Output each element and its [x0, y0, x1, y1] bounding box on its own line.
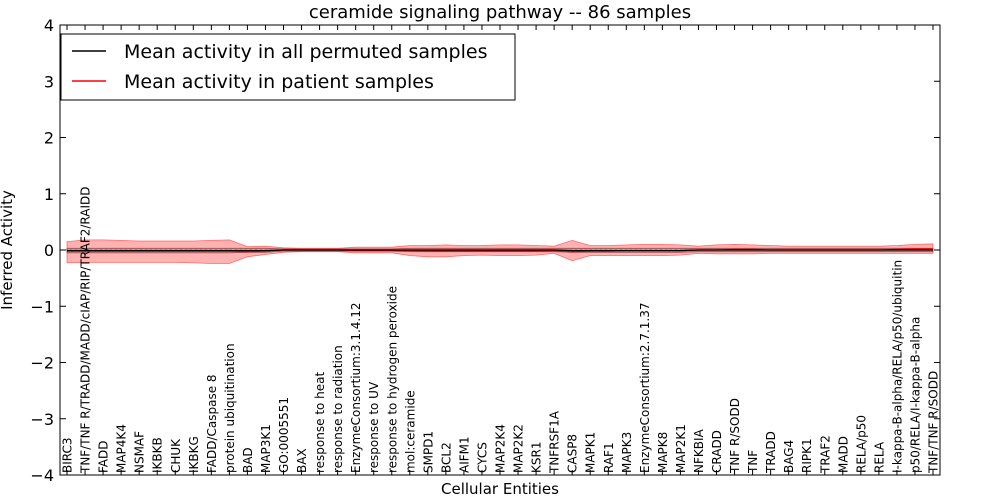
x-tick-label: RELA/p50	[854, 415, 868, 473]
x-tick-label: NFKBIA	[692, 428, 706, 473]
x-axis-label: Cellular Entities	[441, 480, 559, 498]
x-tick-label: BAX	[295, 448, 309, 473]
y-axis-label: Inferred Activity	[0, 190, 16, 310]
legend-box	[60, 33, 516, 101]
y-tick-label: −3	[30, 410, 54, 429]
x-tick-label: response to UV	[367, 381, 381, 473]
x-tick-label: mol:ceramide	[403, 390, 417, 473]
x-tick-label: MAP3K1	[259, 424, 273, 473]
y-tick-label: 2	[44, 129, 54, 148]
x-tick-label: MAP4K4	[115, 424, 129, 473]
x-tick-label: BCL2	[439, 442, 453, 473]
x-tick-label: response to hydrogen peroxide	[385, 286, 399, 473]
x-tick-label: TNFRSF1A	[548, 410, 562, 474]
x-tick-label: MAPK8	[656, 432, 670, 473]
y-tick-label: −1	[30, 297, 54, 316]
y-axis: −4 −3 −2 −1 0 1 2 3 4	[30, 16, 940, 485]
x-tick-label: GO:0005551	[277, 397, 291, 473]
legend: Mean activity in all permuted samples Me…	[60, 33, 516, 101]
x-tick-label: p50/RELA/I-kappa-B-alpha	[908, 317, 922, 473]
x-tick-label: CYCS	[475, 442, 489, 473]
x-tick-label: BIRC3	[61, 437, 75, 473]
x-tick-label: response to heat	[313, 371, 327, 473]
x-tick-label: MAPK3	[620, 432, 634, 473]
x-tick-label: FADD/Caspase 8	[205, 374, 219, 473]
x-tick-label: response to radiation	[331, 345, 345, 473]
x-tick-label: I-kappa-B-alpha/RELA/p50/ubiquitin	[890, 260, 904, 473]
y-tick-label: −2	[30, 354, 54, 373]
x-tick-label: MAP2K1	[674, 424, 688, 473]
x-tick-label: AIFM1	[457, 436, 471, 473]
y-tick-label: 1	[44, 185, 54, 204]
x-tick-label: CRADD	[710, 430, 724, 473]
plot-frame	[59, 24, 941, 476]
chart-title: ceramide signaling pathway -- 86 samples	[309, 2, 691, 23]
x-tick-label: RIPK1	[800, 438, 814, 473]
legend-label-patient: Mean activity in patient samples	[124, 71, 434, 93]
x-tick-label: TNF/TNF R/TRADD/MADD/cIAP/RIP/TRAF2/RAID…	[79, 187, 93, 475]
y-tick-label: 0	[44, 241, 54, 260]
x-tick-label: CASP8	[566, 434, 580, 473]
x-tick-label: NSMAF	[133, 431, 147, 473]
x-tick-label: TNF R/SODD	[728, 398, 742, 474]
x-tick-label: RELA	[872, 441, 886, 473]
x-tick-label: protein ubiquitination	[223, 343, 237, 473]
x-tick-label: MADD	[836, 436, 850, 473]
x-tick-label: MAPK1	[584, 432, 598, 473]
x-tick-label: TNF	[746, 450, 760, 474]
x-tick-label: BAD	[241, 447, 255, 473]
x-tick-label: EnzymeConsortium:2.7.1.37	[638, 302, 652, 473]
x-tick-label: TRADD	[764, 431, 778, 474]
series-lines	[60, 248, 940, 253]
x-tick-label: RAF1	[602, 442, 616, 473]
y-tick-label: −4	[30, 466, 54, 485]
x-tick-label: IKBKG	[187, 436, 201, 473]
y-tick-label: 4	[44, 16, 54, 35]
x-tick-label: IKBKB	[151, 437, 165, 473]
x-tick-labels: BIRC3 TNF/TNF R/TRADD/MADD/cIAP/RIP/TRAF2…	[61, 25, 941, 475]
x-tick-label: BAG4	[782, 440, 796, 473]
x-tick-label: CHUK	[169, 438, 183, 473]
x-tick-label: TRAF2	[818, 435, 832, 474]
x-tick-label: TNF/TNF R/SODD	[927, 371, 941, 474]
x-tick-label: MAP2K2	[512, 424, 526, 473]
x-tick-label: EnzymeConsortium:3.1.4.12	[349, 302, 363, 473]
x-tick-label: KSR1	[530, 442, 544, 473]
legend-label-permuted: Mean activity in all permuted samples	[124, 41, 487, 63]
x-tick-label: FADD	[97, 441, 111, 474]
y-tick-label: 3	[44, 72, 54, 91]
x-tick-label: SMPD1	[421, 431, 435, 473]
x-tick-label: MAP2K4	[494, 424, 508, 473]
